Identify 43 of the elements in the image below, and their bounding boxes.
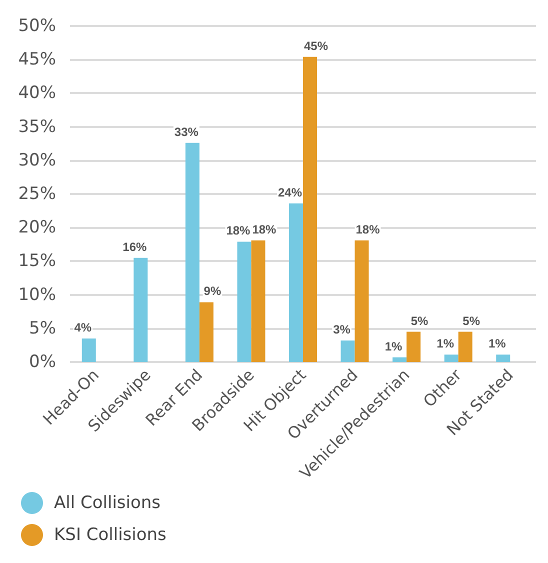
data-label: 5%: [410, 314, 429, 328]
y-tick-label: 20%: [18, 218, 56, 238]
bar: [251, 240, 266, 362]
legend-label: KSI Collisions: [54, 525, 167, 545]
bar: [82, 338, 96, 362]
y-tick-label: 15%: [18, 251, 56, 272]
bar: [134, 258, 148, 362]
data-label: 3%: [333, 322, 351, 336]
bar: [392, 357, 407, 362]
y-tick-label: 30%: [18, 150, 56, 170]
data-label: 4%: [74, 320, 92, 334]
y-tick-label: 0%: [29, 352, 56, 372]
data-label: 18%: [356, 222, 380, 236]
bar: [289, 203, 303, 362]
data-label: 24%: [278, 185, 302, 200]
bar: [496, 354, 510, 362]
y-tick-label: 25%: [18, 184, 56, 204]
legend-label: All Collisions: [54, 493, 161, 513]
bar: [237, 242, 252, 362]
data-label: 18%: [226, 224, 251, 238]
data-label: 1%: [436, 336, 454, 351]
y-tick-label: 10%: [18, 284, 56, 305]
bar: [340, 340, 355, 362]
data-label: 45%: [304, 38, 328, 53]
data-label: 33%: [174, 124, 199, 139]
y-tick-label: 40%: [18, 83, 56, 104]
data-label: 16%: [122, 240, 147, 254]
bar: [444, 354, 458, 362]
bar: [406, 332, 421, 362]
bar: [354, 240, 369, 362]
data-label: 18%: [252, 222, 277, 236]
data-label: 1%: [488, 336, 506, 351]
bar: [458, 332, 472, 362]
y-tick-label: 5%: [29, 318, 56, 338]
bar: [199, 302, 214, 362]
bar: [185, 142, 200, 362]
y-tick-label: 45%: [18, 50, 56, 70]
data-label: 1%: [384, 339, 403, 354]
y-tick-label: 50%: [18, 16, 56, 36]
y-tick-label: 35%: [18, 116, 56, 137]
data-label: 5%: [462, 314, 480, 328]
data-label: 9%: [204, 284, 222, 298]
bar: [303, 56, 317, 362]
